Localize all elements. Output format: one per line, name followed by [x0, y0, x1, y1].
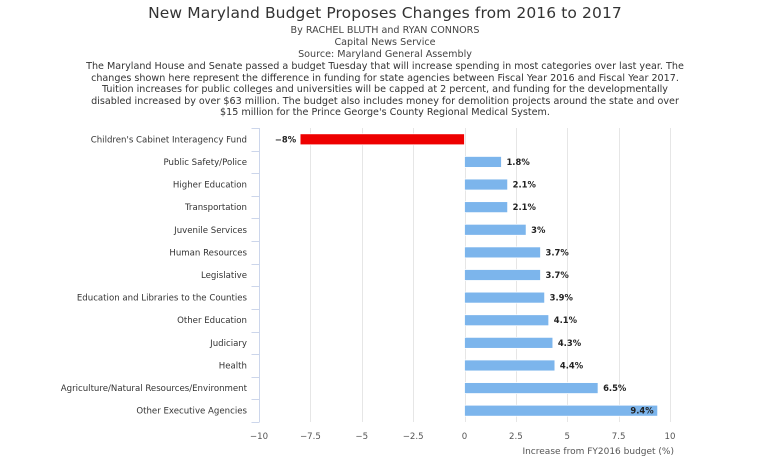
chart-source: Source: Maryland General Assembly [298, 49, 472, 60]
chart-title: New Maryland Budget Proposes Changes fro… [148, 4, 622, 22]
x-axis-title: Increase from FY2016 budget (%) [522, 447, 674, 457]
chart-byline: By RACHEL BLUTH and RYAN CONNORS [290, 25, 480, 36]
x-tick-label: −5 [355, 432, 368, 442]
x-tick-label: 7.5 [612, 432, 626, 442]
bar [464, 359, 556, 372]
category-label: Children's Cabinet Interagency Fund [91, 135, 247, 145]
description-line: $15 million for the Prince George's Coun… [220, 107, 550, 119]
data-label: 2.1% [513, 180, 537, 190]
category-label: Other Executive Agencies [136, 407, 247, 417]
category-label: Education and Libraries to the Counties [77, 294, 248, 304]
bar [464, 223, 527, 236]
category-label: Human Resources [169, 248, 247, 258]
description-line: disabled increased by over $63 million. … [91, 95, 679, 107]
bar [464, 382, 599, 394]
data-label: −8% [275, 134, 297, 144]
chart-description: The Maryland House and Senate passed a b… [60, 61, 710, 119]
bar [464, 291, 546, 304]
category-label: Transportation [184, 203, 247, 213]
bar [464, 336, 554, 349]
category-label: Higher Education [173, 181, 247, 191]
data-label: 4.4% [560, 360, 584, 370]
data-label: 3.9% [550, 293, 574, 303]
bar [464, 404, 659, 417]
data-labels: −8% 1.8% 2.1% 2.1% 3% 3.7% 3.7% 3.9% 4.1% 4.3% 4.4… [275, 134, 654, 415]
x-axis-ticks: −10 −7.5 −5 −2.5 0 2.5 5 7.5 10 [250, 432, 676, 442]
bars [299, 133, 659, 417]
data-label: 3.7% [546, 270, 570, 280]
x-tick-label: −10 [250, 432, 268, 442]
description-line: Tuition increases for public colleges an… [102, 84, 668, 96]
x-tick-label: 5 [565, 432, 570, 442]
data-label: 2.1% [513, 202, 537, 212]
bar [464, 201, 509, 214]
data-label: 3% [531, 225, 546, 235]
x-tick-label: −2.5 [403, 432, 424, 442]
description-line: changes shown here represent the differe… [91, 72, 679, 84]
category-label: Other Education [177, 316, 247, 326]
bar [464, 246, 541, 259]
x-tick-label: 10 [665, 432, 676, 442]
category-axis [251, 128, 260, 423]
bar [464, 314, 550, 327]
data-label: 9.4% [630, 406, 654, 416]
chart-outlet: Capital News Service [334, 37, 436, 48]
category-label: Health [219, 361, 247, 371]
bar [299, 133, 465, 146]
x-tick-label: 2.5 [509, 432, 523, 442]
data-label: 4.1% [554, 315, 578, 325]
category-labels: Children's Cabinet Interagency Fund Publi… [61, 135, 248, 416]
data-label: 1.8% [506, 157, 530, 167]
data-label: 3.7% [546, 247, 570, 257]
bar [464, 269, 541, 281]
x-tick-label: −7.5 [300, 432, 321, 442]
category-label: Legislative [201, 271, 247, 281]
category-label: Juvenile Services [173, 226, 247, 236]
x-tick-label: 0 [462, 432, 467, 442]
bar [464, 156, 502, 168]
data-label: 4.3% [558, 338, 582, 348]
description-line: The Maryland House and Senate passed a b… [86, 61, 684, 72]
bar [464, 178, 509, 191]
data-label: 6.5% [603, 383, 627, 393]
category-label: Public Safety/Police [164, 158, 247, 168]
category-label: Agriculture/Natural Resources/Environmen… [61, 384, 248, 394]
category-label: Judiciary [209, 339, 247, 349]
